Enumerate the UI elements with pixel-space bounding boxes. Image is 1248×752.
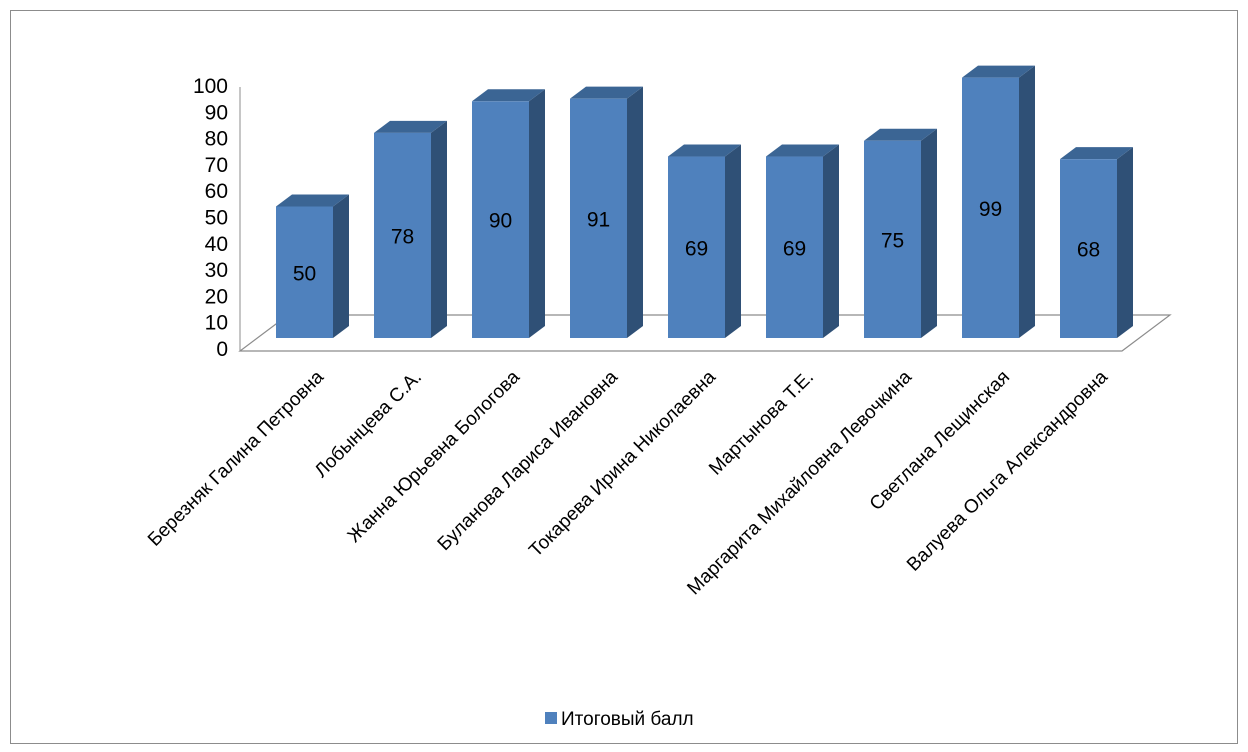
bar: [962, 65, 1035, 338]
y-tick-label: 0: [216, 338, 228, 361]
y-tick-label: 90: [205, 101, 228, 124]
bar-top: [962, 65, 1035, 78]
bar-front: [864, 140, 921, 338]
y-tick-label: 40: [205, 233, 228, 256]
x-tick-label: Маргарита Михайловна Левочкина: [683, 366, 916, 599]
x-tick-label: Валуева Ольга Александровна: [903, 366, 1112, 575]
data-label: 68: [1077, 239, 1100, 262]
bar-front: [472, 101, 529, 338]
x-tick-label: Токарева Ирина Николаевна: [525, 366, 720, 561]
x-tick-label: Лобынцева С.А.: [311, 367, 426, 482]
y-tick-label: 100: [193, 75, 228, 98]
bar: [570, 86, 643, 338]
bar: [472, 89, 545, 338]
bar-side: [921, 128, 937, 338]
bar: [668, 144, 741, 338]
legend-swatch: [545, 712, 557, 724]
bar-front: [668, 156, 725, 338]
bar-front: [1060, 159, 1117, 338]
bar: [864, 128, 937, 338]
y-axis-ticks: 0 10 20 30 40 50 60 70 80 90 100: [193, 75, 228, 361]
bar-front: [570, 98, 627, 338]
bar: [374, 120, 447, 338]
bar: [1060, 147, 1133, 338]
x-tick-label: Мартынова Т.Е.: [705, 367, 818, 480]
bar-front: [276, 206, 333, 338]
bar-top: [864, 128, 937, 141]
legend-label: Итоговый балл: [561, 709, 694, 730]
y-tick-label: 60: [205, 180, 228, 203]
y-tick-label: 30: [205, 259, 228, 282]
bar-top: [1060, 147, 1133, 160]
bars: [276, 65, 1133, 338]
bar-front: [962, 77, 1019, 338]
bar-top: [668, 144, 741, 157]
data-label: 91: [587, 208, 610, 231]
bar-top: [374, 120, 447, 133]
bar-front: [766, 156, 823, 338]
data-label: 99: [979, 198, 1002, 221]
bar-side: [529, 89, 545, 338]
data-label: 78: [391, 225, 414, 248]
bar-side: [627, 86, 643, 338]
bar-top: [570, 86, 643, 99]
data-label: 69: [783, 237, 806, 260]
x-tick-label: Жанна Юрьевна Бологова: [344, 366, 524, 546]
x-tick-label: Березняк Галина Петровна: [144, 366, 328, 550]
x-tick-label: Буланова Лариса Ивановна: [434, 366, 623, 555]
data-label: 50: [293, 262, 316, 285]
data-labels: 50 78 90 91 69 69 75 99 68: [293, 198, 1100, 285]
data-label: 69: [685, 237, 708, 260]
bar-side: [1117, 147, 1133, 338]
bar-top: [276, 194, 349, 207]
legend: Итоговый балл: [545, 709, 694, 730]
bar-side: [823, 144, 839, 338]
bar-top: [472, 89, 545, 102]
bar-front: [374, 132, 431, 338]
data-label: 90: [489, 210, 512, 233]
y-tick-label: 20: [205, 285, 228, 308]
bar-side: [1019, 65, 1035, 338]
y-tick-label: 50: [205, 207, 228, 230]
bar-side: [431, 120, 447, 338]
bar-side: [725, 144, 741, 338]
y-tick-label: 80: [205, 128, 228, 151]
bar: [276, 194, 349, 338]
data-label: 75: [881, 229, 904, 252]
bar-side: [333, 194, 349, 338]
y-tick-label: 70: [205, 154, 228, 177]
bar-top: [766, 144, 839, 157]
bar: [766, 144, 839, 338]
y-tick-label: 10: [205, 312, 228, 335]
